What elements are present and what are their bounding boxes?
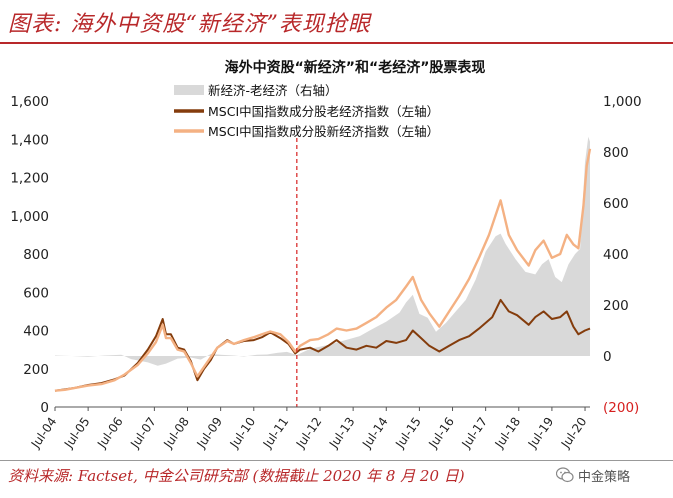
- left-axis-tick-label: 1,000: [10, 209, 49, 225]
- series-line-new-economy: [54, 148, 592, 392]
- chart-title: 海外中资股“新经济”和“老经济”股票表现: [225, 59, 486, 76]
- x-axis-tick-label: Jul-08: [160, 415, 192, 452]
- left-axis-tick-label: 1,400: [10, 132, 49, 148]
- left-axis-tick-label: 800: [23, 247, 49, 263]
- series-line-old-economy: [54, 298, 591, 392]
- left-axis-tick-label: 1,600: [10, 94, 49, 110]
- right-axis-tick-label: 400: [603, 247, 629, 263]
- left-axis-tick-label: 1,200: [10, 171, 49, 187]
- x-axis-tick-label: Jul-12: [293, 415, 325, 452]
- x-axis-tick-label: Jul-11: [260, 415, 292, 452]
- left-axis-tick-label: 200: [23, 362, 49, 378]
- legend-label: MSCI中国指数成分股新经济指数（左轴）: [208, 124, 439, 139]
- right-axis-tick-label: (200): [603, 400, 639, 416]
- x-axis-tick-label: Jul-18: [492, 415, 524, 452]
- legend-label: MSCI中国指数成分股老经济指数（左轴）: [208, 104, 439, 119]
- x-axis-tick-label: Jul-20: [558, 415, 590, 452]
- wechat-icon: [556, 467, 574, 483]
- watermark-label: 中金策略: [578, 469, 631, 485]
- x-axis-tick-label: Jul-06: [94, 415, 126, 452]
- chart: 海外中资股“新经济”和“老经济”股票表现 0 200 400 600 800 1,000 1,…: [10, 59, 642, 452]
- x-axis-tick-label: Jul-19: [525, 415, 557, 452]
- x-axis-tick-label: Jul-10: [227, 415, 259, 452]
- watermark: 中金策略: [556, 464, 670, 486]
- series-area-new-minus-old: [55, 136, 590, 366]
- left-axis-tick-label: 400: [23, 324, 49, 340]
- left-axis-tick-label: 600: [23, 285, 49, 301]
- x-axis-tick-label: Jul-16: [425, 415, 457, 452]
- x-axis-tick-label: Jul-04: [28, 415, 60, 452]
- x-axis-tick-label: Jul-09: [194, 415, 226, 452]
- right-axis-tick-label: 600: [603, 196, 629, 212]
- title-rule: [0, 42, 673, 44]
- x-axis-tick-label: Jul-13: [326, 415, 358, 452]
- right-axis-tick-label: 800: [603, 145, 629, 161]
- source-rule: [0, 460, 673, 461]
- x-axis-tick-label: Jul-15: [392, 415, 424, 452]
- source-note: 资料来源: Factset, 中金公司研究部 (数据截止 2020 年 8 月 …: [8, 467, 465, 485]
- x-axis-tick-label: Jul-05: [61, 415, 93, 452]
- x-axis-tick-label: Jul-07: [127, 415, 159, 452]
- x-axis-tick-label: Jul-14: [359, 415, 391, 452]
- left-axis-tick-label: 0: [40, 400, 49, 416]
- right-axis-tick-label: 1,000: [603, 94, 642, 110]
- legend-swatch: [174, 85, 204, 95]
- right-axis-tick-label: 0: [603, 349, 612, 365]
- legend-label: 新经济-老经济（右轴）: [208, 83, 338, 98]
- figure-title: 图表: 海外中资股“新经济”表现抢眼: [8, 12, 371, 37]
- x-axis-tick-label: Jul-17: [459, 415, 491, 452]
- right-axis-tick-label: 200: [603, 298, 629, 314]
